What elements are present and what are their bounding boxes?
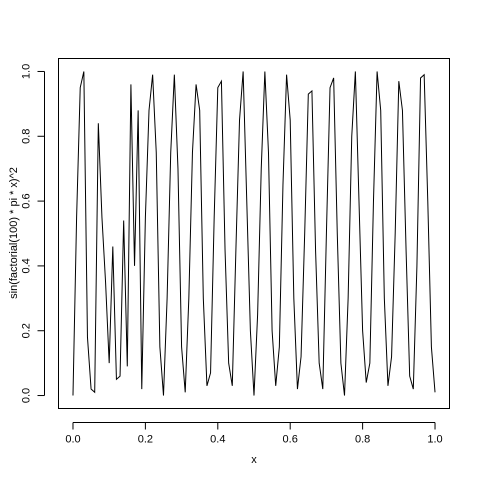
y-tick-label: 0.2 xyxy=(20,323,32,338)
plot-box xyxy=(58,58,450,409)
x-tick-label: 0.6 xyxy=(283,433,298,445)
x-tick-label: 0.4 xyxy=(210,433,225,445)
x-tick-label: 0.0 xyxy=(65,433,80,445)
data-line xyxy=(72,71,436,396)
y-tick-label: 0.0 xyxy=(20,388,32,403)
x-tick-label: 1.0 xyxy=(427,433,442,445)
y-tick-label: 0.8 xyxy=(20,129,32,144)
x-tick-label: 0.2 xyxy=(138,433,153,445)
x-axis-label: x xyxy=(251,454,257,466)
y-axis-label: sin(factorial(100) * pi * x)^2 xyxy=(8,167,20,299)
y-tick-label: 1.0 xyxy=(20,64,32,79)
y-tick-label: 0.4 xyxy=(20,258,32,273)
x-tick-label: 0.8 xyxy=(355,433,370,445)
y-tick-label: 0.6 xyxy=(20,193,32,208)
